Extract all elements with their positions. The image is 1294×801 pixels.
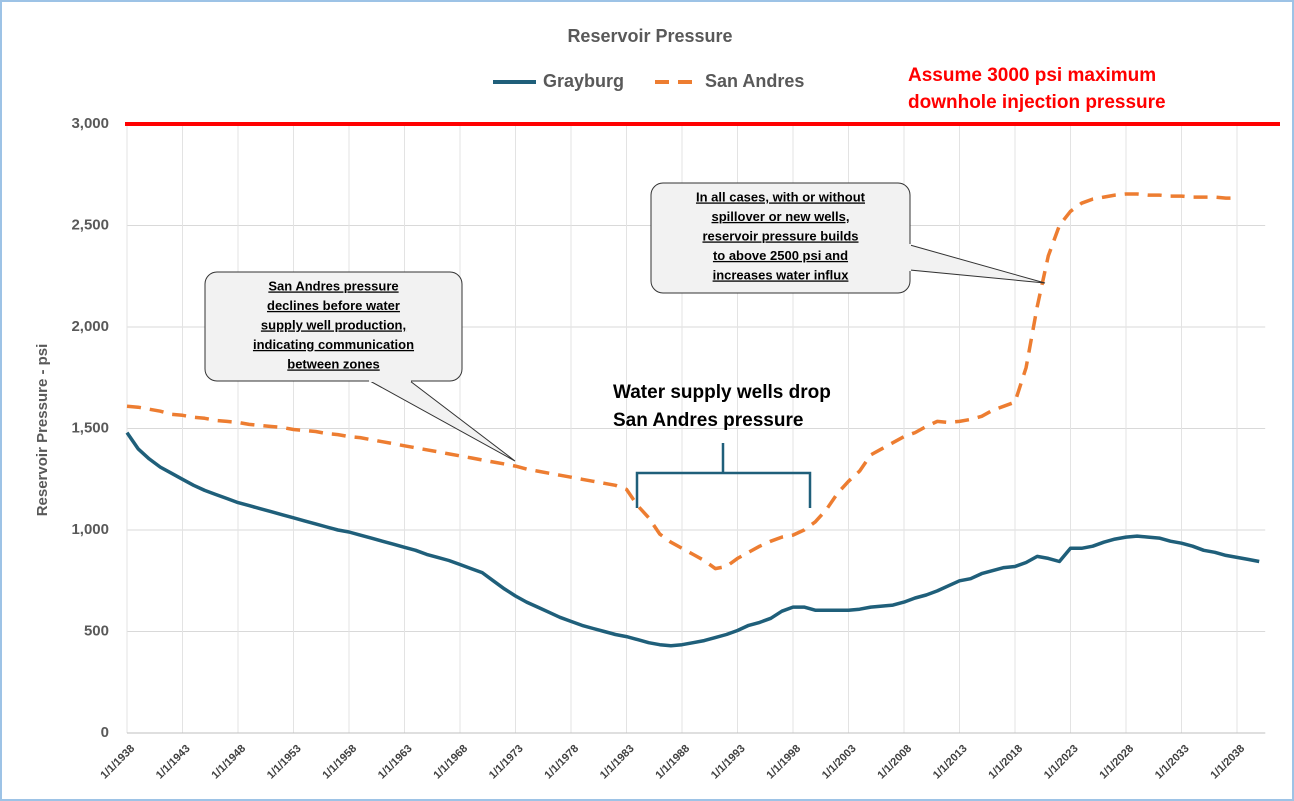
callout-text: spillover or new wells,	[712, 209, 850, 224]
legend-label: San Andres	[705, 71, 804, 91]
callout-text: In all cases, with or without	[696, 189, 866, 204]
legend-label: Grayburg	[543, 71, 624, 91]
y-tick-label: 3,000	[71, 115, 109, 132]
callout-text: supply well production,	[261, 317, 406, 332]
callout-box	[204, 271, 463, 382]
series-line	[126, 192, 1237, 571]
callout-seam	[369, 380, 411, 382]
y-tick-label: 1,500	[71, 419, 109, 436]
callout-text: between zones	[287, 356, 379, 371]
callout-text: indicating communication	[253, 337, 414, 352]
y-tick-label: 2,500	[71, 216, 109, 233]
callout-text: declines before water	[267, 298, 400, 313]
callout-text: reservoir pressure builds	[702, 228, 858, 243]
reference-label: Assume 3000 psi maximum	[908, 65, 1156, 86]
series-line	[125, 431, 1260, 648]
annotation-text: Water supply wells drop	[613, 382, 831, 403]
y-tick-label: 2,000	[71, 318, 109, 335]
callout-text: to above 2500 psi and	[713, 248, 848, 263]
y-tick-label: 0	[101, 724, 109, 741]
reference-label: downhole injection pressure	[908, 92, 1166, 113]
callout-box	[650, 182, 911, 294]
bracket	[635, 443, 812, 508]
callout-seam	[909, 244, 911, 271]
callout-text: increases water influx	[713, 267, 850, 282]
annotation-text: San Andres pressure	[613, 410, 803, 431]
y-axis-label: Reservoir Pressure - psi	[34, 344, 51, 517]
y-tick-label: 1,000	[71, 521, 109, 538]
callout-text: San Andres pressure	[268, 278, 398, 293]
y-tick-label: 500	[84, 622, 109, 639]
chart-title: Reservoir Pressure	[567, 26, 732, 46]
